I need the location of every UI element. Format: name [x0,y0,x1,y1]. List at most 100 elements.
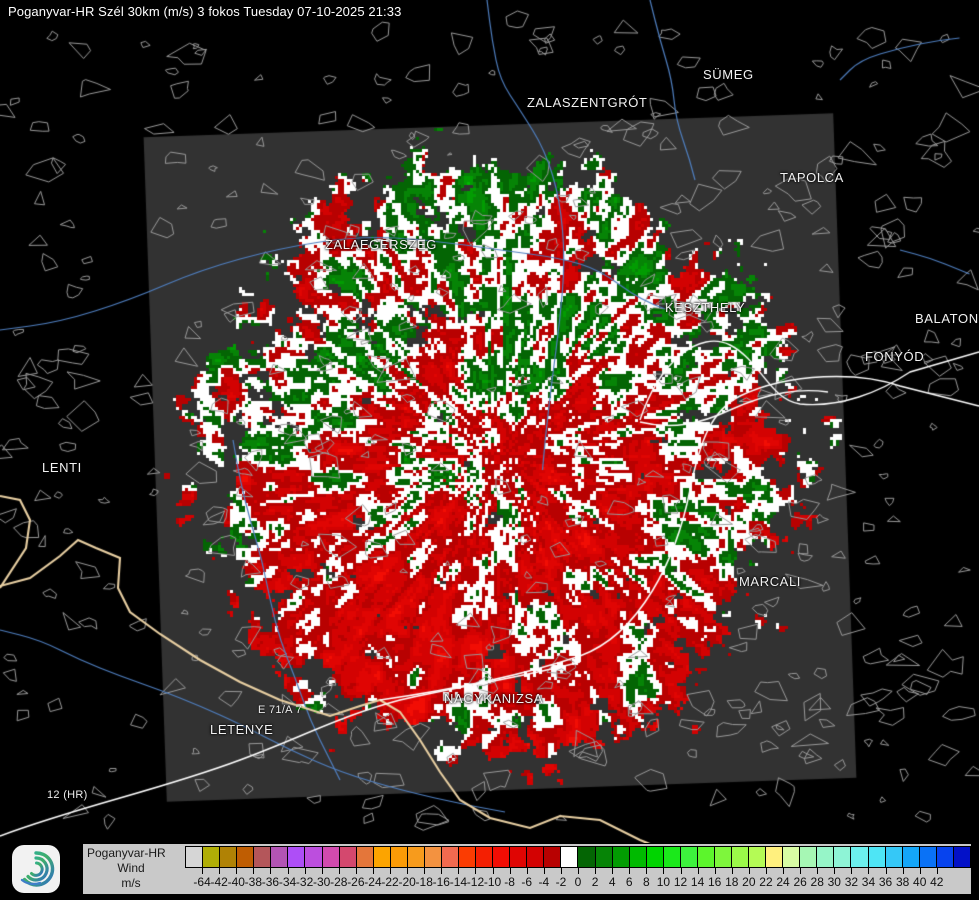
colorbar-swatch-31[interactable] [714,847,732,867]
colorbar-swatch-10[interactable] [356,847,374,867]
colorbar-tick-27 [663,868,665,874]
colorbar-swatch-30[interactable] [697,847,715,867]
colorbar-tick-24 [612,868,614,874]
colorbar-swatch-38[interactable] [834,847,852,867]
colorbar-swatch-9[interactable] [339,847,357,867]
colorbar-swatch-22[interactable] [561,847,579,867]
colorbar-tick-14 [441,868,443,874]
colorbar-swatch-20[interactable] [527,847,545,867]
colorbar-swatch-7[interactable] [305,847,323,867]
colorbar-ticklabel-30: 16 [708,875,722,889]
legend-quantity-label: Wind [117,861,145,875]
colorbar-swatch-11[interactable] [373,847,391,867]
colorbar-tick-40 [885,868,887,874]
colorbar-swatch-35[interactable] [783,847,801,867]
colorbar-tick-labels: -64 -42 -40 -38 -36 -34 -32 -30 -28 -26 -24 -22 -20-… [185,874,971,892]
colorbar-scale[interactable]: -64 -42 -40 -38 -36 -34 -32 -30 -28 -26 -24 -22 -20-… [185,844,971,894]
colorbar-swatch-26[interactable] [629,847,647,867]
colorbar-swatch-3[interactable] [237,847,255,867]
legend-unit-label: m/s [121,876,141,890]
colorbar-swatch-39[interactable] [851,847,869,867]
colorbar-ticklabel-19: -6 [521,875,533,889]
colorbar-swatch-25[interactable] [612,847,630,867]
colorbar-swatch-4[interactable] [254,847,272,867]
colorbar-ticklabel-10: -24 [364,875,382,889]
colorbar-ticklabel-23: 2 [591,875,599,889]
colorbar-ticklabel-40: 36 [878,875,893,889]
colorbar-tick-7 [321,868,323,874]
colorbar-tick-0 [202,868,204,874]
colorbar-swatch-45[interactable] [953,847,970,867]
colorbar-ticklabel-5: -34 [278,875,297,889]
colorbar-swatch-0[interactable] [186,847,204,867]
colorbar-swatch-17[interactable] [476,847,494,867]
colorbar-tick-19 [526,868,528,874]
colorbar-swatch-36[interactable] [800,847,818,867]
colorbar-swatch-5[interactable] [271,847,289,867]
colorbar-swatch-43[interactable] [919,847,937,867]
colorbar-swatch-19[interactable] [510,847,528,867]
colorbar-tick-35 [800,868,802,874]
colorbar-ticklabel-3: -38 [244,875,263,889]
app-logo [12,845,60,893]
colorbar-swatch-12[interactable] [390,847,408,867]
colorbar-tick-22 [578,868,579,874]
colorbar-tick-11 [390,868,392,874]
colorbar-swatch-1[interactable] [203,847,221,867]
colorbar-swatch-2[interactable] [220,847,238,867]
colorbar-ticklabel-6: -32 [295,875,314,889]
colorbar-ticklabel-26: 8 [643,875,650,889]
colorbar-ticks [185,868,971,874]
colorbar-ticklabel-22: 0 [574,875,582,889]
colorbar-swatch-29[interactable] [680,847,698,867]
colorbar-ticklabel-9: -26 [347,875,365,889]
colorbar-swatch-34[interactable] [766,847,784,867]
colorbar-swatch-27[interactable] [646,847,664,867]
colorbar-tick-43 [936,868,938,874]
colorbar-ticklabel-16: -12 [466,875,485,889]
colorbar-ticklabel-27: 10 [656,875,671,889]
colorbar-ticklabel-34: 24 [776,875,790,889]
colorbar-swatch-13[interactable] [407,847,425,867]
colorbar-swatch-14[interactable] [424,847,442,867]
colorbar-swatch-16[interactable] [459,847,477,867]
colorbar-swatch-28[interactable] [663,847,681,867]
colorbar-swatch-8[interactable] [322,847,340,867]
colorbar-swatch-21[interactable] [544,847,562,867]
colorbar-swatches[interactable] [185,846,971,868]
colorbar-tick-30 [714,868,716,874]
colorbar-swatch-24[interactable] [595,847,613,867]
colorbar-tick-17 [492,868,494,874]
colorbar-ticklabel-18: -8 [504,875,515,889]
colorbar-tick-42 [919,868,921,874]
colorbar-swatch-32[interactable] [732,847,750,867]
colorbar-tick-28 [680,868,682,874]
colorbar-tick-6 [304,868,306,874]
colorbar-ticklabel-38: 32 [844,875,859,889]
colorbar-swatch-44[interactable] [936,847,954,867]
colorbar-ticklabel-20: -4 [538,875,550,889]
colorbar-swatch-42[interactable] [902,847,920,867]
colorbar-swatch-37[interactable] [817,847,835,867]
colorbar-swatch-23[interactable] [578,847,596,867]
colorbar-swatch-40[interactable] [868,847,886,867]
colorbar-swatch-18[interactable] [493,847,511,867]
colorbar-swatch-6[interactable] [288,847,306,867]
colorbar-tick-34 [783,868,785,874]
colorbar-tick-3 [253,868,255,874]
colorbar-swatch-15[interactable] [441,847,459,867]
colorbar-swatch-41[interactable] [885,847,903,867]
colorbar-ticklabel-14: -16 [432,875,450,889]
colorbar-tick-32 [748,868,750,874]
colorbar-swatch-33[interactable] [749,847,767,867]
colorbar-ticklabel-11: -22 [381,875,399,889]
colorbar-ticklabel-15: -14 [449,875,468,889]
colorbar-tick-33 [765,868,767,874]
colorbar-tick-16 [475,868,477,874]
colorbar-tick-4 [270,868,272,874]
colorbar-ticklabel-24: 4 [608,875,616,889]
colorbar-ticklabel-33: 22 [759,875,773,889]
colorbar-ticklabel-41: 38 [895,875,910,889]
